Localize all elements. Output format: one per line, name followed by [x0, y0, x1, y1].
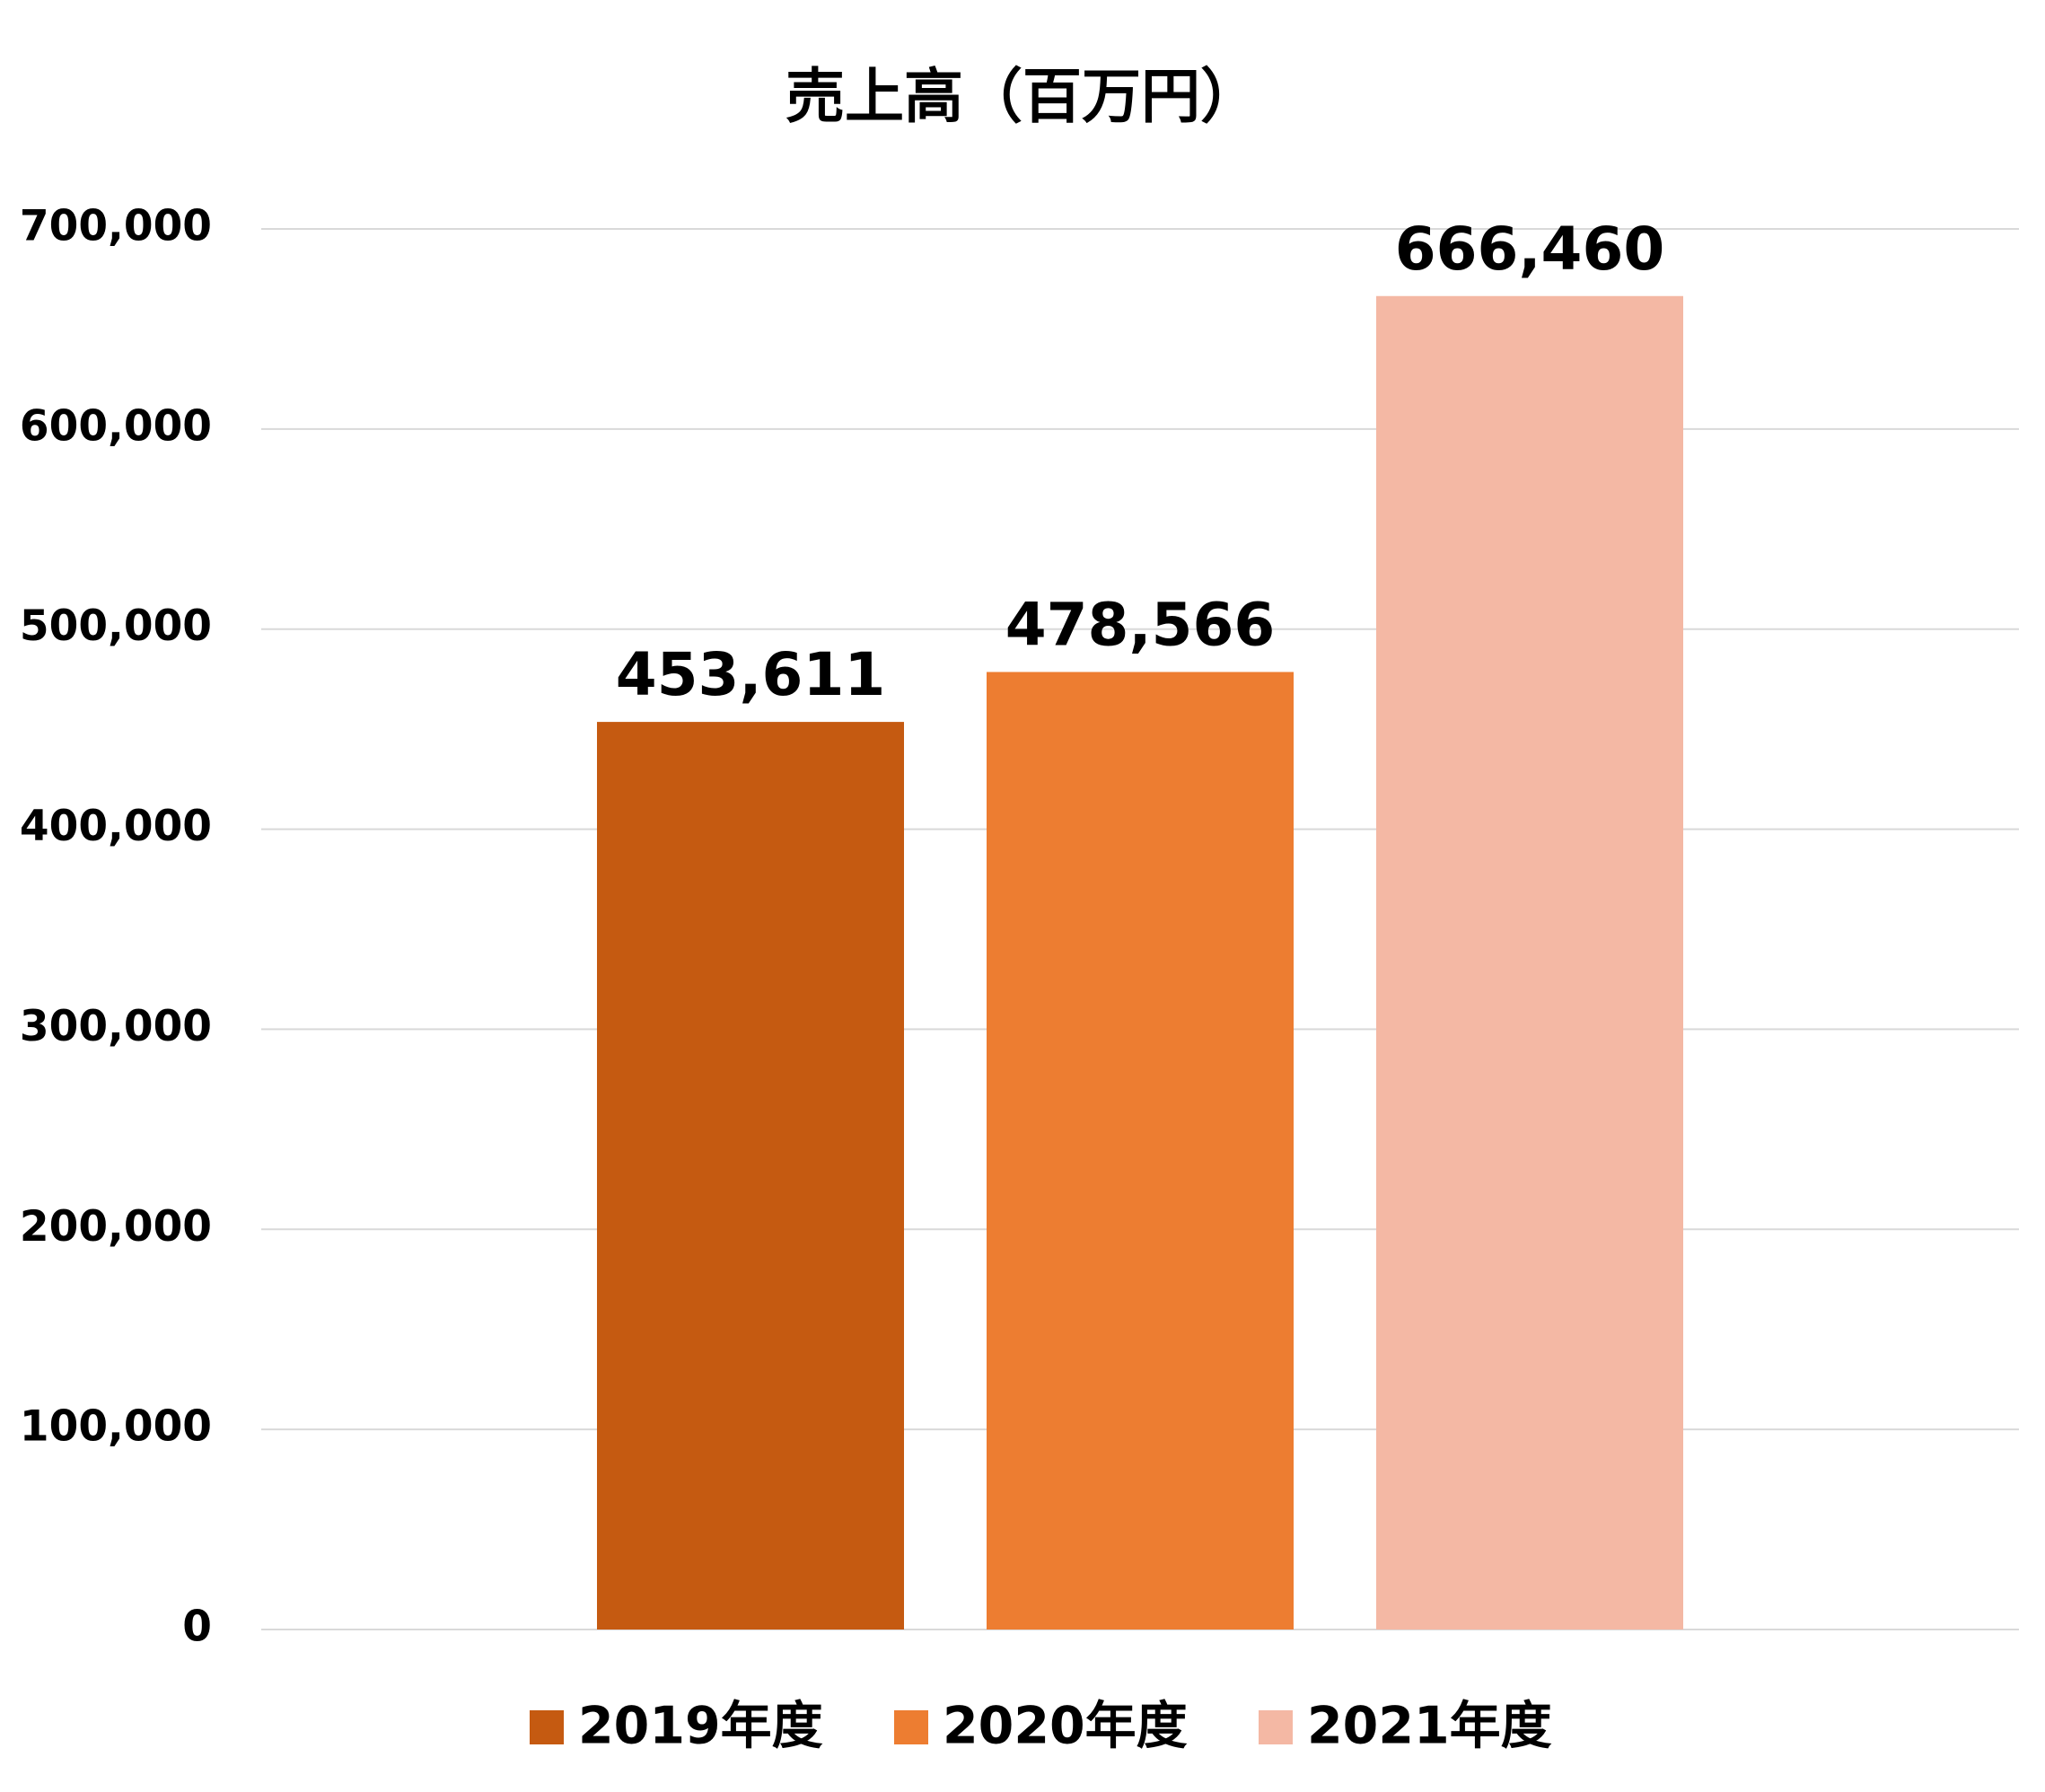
value-label: 453,611	[616, 640, 886, 709]
legend-swatch	[1259, 1710, 1293, 1744]
legend-swatch	[530, 1710, 564, 1744]
legend-swatch	[894, 1710, 928, 1744]
bar	[597, 722, 904, 1629]
y-tick-label: 700,000	[20, 202, 212, 251]
y-tick-label: 0	[182, 1603, 212, 1652]
bar	[987, 672, 1294, 1630]
legend-label: 2021年度	[1307, 1697, 1552, 1756]
y-tick-label: 100,000	[20, 1402, 212, 1452]
y-tick-label: 300,000	[20, 1002, 212, 1051]
legend-label: 2019年度	[578, 1697, 823, 1756]
y-tick-label: 600,000	[20, 401, 212, 451]
value-label: 478,566	[1005, 591, 1276, 660]
y-tick-label: 200,000	[20, 1202, 212, 1252]
y-tick-label: 500,000	[20, 602, 212, 651]
bar	[1376, 295, 1683, 1629]
legend-label: 2020年度	[943, 1697, 1188, 1756]
chart-title: 売上高（百万円）	[786, 62, 1259, 131]
value-label: 666,460	[1395, 215, 1665, 284]
y-tick-label: 400,000	[20, 802, 212, 851]
